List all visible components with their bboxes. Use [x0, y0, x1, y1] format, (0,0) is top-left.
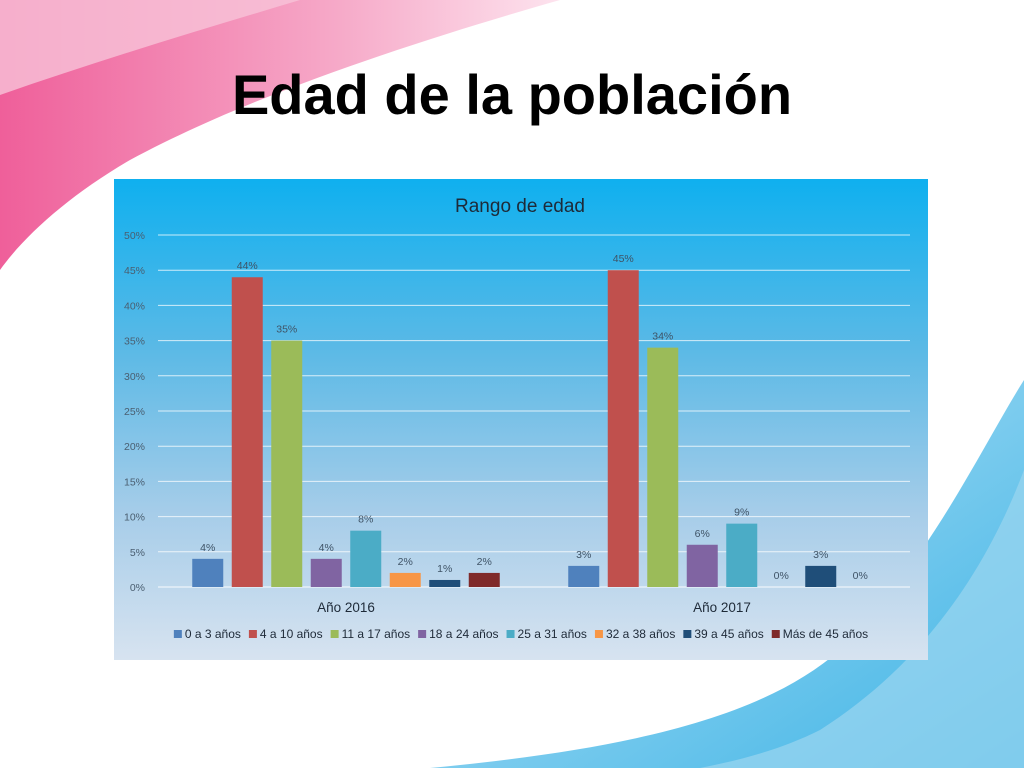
y-tick-label: 35% — [124, 336, 145, 348]
data-label: 3% — [576, 549, 591, 561]
bar — [429, 579, 461, 587]
bar-chart: Rango de edad 0% 5% 10% 15% 20% 25% 30% 35% 40% 4… — [124, 196, 910, 641]
pink-wave-light — [0, 0, 300, 95]
bar — [726, 523, 758, 587]
chart-container: Rango de edad 0% 5% 10% 15% 20% 25% 30% 35% 40% 4… — [114, 179, 928, 660]
bar — [686, 544, 718, 587]
y-tick-label: 10% — [124, 512, 145, 524]
blue-wave — [430, 380, 1024, 768]
y-tick-label: 15% — [124, 476, 145, 488]
data-label: 8% — [358, 514, 373, 526]
data-label: 4% — [200, 542, 215, 554]
legend-entry: 39 a 45 años — [694, 627, 763, 641]
blue-wave-light — [700, 470, 1024, 768]
data-label: 0% — [853, 570, 868, 582]
legend-entry: 0 a 3 años — [185, 627, 241, 641]
data-label: 6% — [695, 528, 710, 540]
data-label: 44% — [237, 260, 258, 272]
y-tick-label: 40% — [124, 300, 145, 312]
legend-swatch — [330, 630, 339, 638]
bar — [389, 572, 421, 587]
legend-swatch — [594, 630, 603, 638]
data-label: 2% — [398, 556, 413, 568]
legend-entry: 32 a 38 años — [606, 627, 675, 641]
legend-swatch — [683, 630, 692, 638]
bar — [468, 572, 500, 587]
data-label: 4% — [319, 542, 334, 554]
legend-entry: 18 a 24 años — [429, 627, 498, 641]
bar — [805, 565, 837, 587]
chart-title: Rango de edad — [455, 196, 585, 217]
legend-swatch — [173, 630, 182, 638]
bar — [350, 530, 382, 587]
legend-entry: 11 a 17 años — [342, 627, 411, 641]
legend-swatch — [771, 630, 780, 638]
data-label: 2% — [477, 556, 492, 568]
pink-wave — [0, 0, 560, 270]
bar — [647, 347, 679, 587]
y-tick-label: 20% — [124, 441, 145, 453]
y-tick-label: 30% — [124, 371, 145, 383]
data-label: 0% — [774, 570, 789, 582]
data-label: 34% — [652, 331, 673, 343]
y-tick-label: 25% — [124, 406, 145, 418]
data-label: 45% — [613, 253, 634, 265]
y-tick-label: 5% — [130, 547, 145, 559]
bar — [192, 558, 224, 587]
legend-entry: 4 a 10 años — [260, 627, 323, 641]
y-tick-label: 45% — [124, 265, 145, 277]
legend-entry: 25 a 31 años — [518, 627, 587, 641]
data-label: 1% — [437, 563, 452, 575]
bar — [568, 565, 600, 587]
data-label: 3% — [813, 549, 828, 561]
legend-swatch — [506, 630, 515, 638]
y-tick-label: 50% — [124, 230, 145, 242]
bar — [231, 277, 263, 587]
x-category-label: Año 2017 — [693, 600, 751, 615]
legend-swatch — [418, 630, 427, 638]
data-label: 35% — [276, 324, 297, 336]
bar — [310, 558, 342, 587]
bar — [607, 270, 639, 587]
slide-title: Edad de la población — [231, 63, 793, 126]
bar — [271, 340, 303, 587]
legend-swatch — [248, 630, 257, 638]
legend-entry: Más de 45 años — [783, 627, 868, 641]
y-tick-label: 0% — [130, 582, 145, 594]
data-label: 9% — [734, 507, 749, 519]
x-category-label: Año 2016 — [317, 600, 375, 615]
